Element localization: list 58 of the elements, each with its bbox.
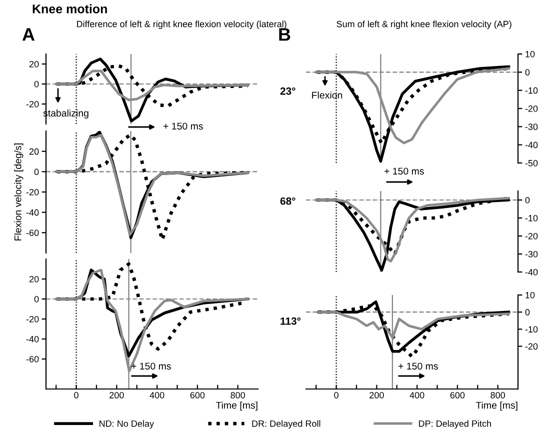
x-axis-title: Time [ms]	[476, 402, 518, 411]
annotation: + 150 ms	[163, 122, 203, 130]
y-tick-label: -20	[26, 100, 39, 108]
y-tick-label: 10	[526, 50, 535, 58]
y-tick-label: -20	[26, 316, 39, 322]
annotation: Flexion	[312, 91, 342, 99]
y-tick-label: -20	[26, 188, 39, 196]
chart-title: Difference of left & right knee flexion velocity (lateral)	[77, 20, 286, 29]
x-tick-label: 800	[490, 392, 505, 398]
y-axis-title: Flexion velocity [deg/s]	[14, 144, 24, 240]
y-tick-label: -30	[525, 124, 538, 130]
x-tick-label: 600	[190, 392, 205, 398]
text: + 150 ms	[384, 168, 424, 175]
y-tick-label: 0	[525, 196, 530, 204]
x-tick-label: 800	[230, 392, 245, 398]
text: 113°	[280, 317, 301, 325]
y-tick-label: -20	[525, 105, 538, 112]
text: A	[22, 28, 35, 41]
y-tick-label: 0	[34, 296, 39, 302]
y-tick-label: 0	[525, 309, 530, 316]
y-tick-label: -10	[525, 87, 538, 94]
y-tick-label: 20	[29, 60, 39, 68]
y-tick-label: -40	[26, 336, 39, 342]
annotation: + 150 ms	[131, 362, 171, 370]
chart-title: Sum of left & right knee flexion velocity (AP)	[336, 20, 512, 29]
y-tick-label: -10	[525, 326, 538, 333]
text: 23°	[280, 87, 296, 95]
y-tick-label: -20	[525, 343, 538, 350]
y-tick-label: -40	[26, 209, 39, 216]
y-tick-label: -30	[525, 250, 538, 258]
y-tick-label: -60	[26, 230, 39, 236]
y-tick-label: 10	[526, 292, 535, 298]
y-tick-label: -20	[525, 232, 538, 240]
x-tick-label: 0	[74, 392, 78, 398]
x-tick-label: 600	[450, 392, 465, 398]
y-tick-label: 0	[34, 80, 39, 88]
text: Knee motion	[32, 4, 107, 14]
y-tick-label: -10	[525, 214, 538, 222]
y-tick-label: -40	[525, 142, 538, 148]
x-tick-label: 400	[150, 392, 164, 398]
x-tick-label: 0	[334, 392, 338, 398]
x-tick-label: 200	[110, 392, 124, 398]
legend-label: DP: Delayed Pitch	[418, 420, 491, 429]
y-tick-label: 20	[29, 276, 39, 282]
text: B	[279, 28, 290, 41]
y-tick-label: -40	[525, 268, 538, 276]
x-tick-label: 200	[370, 392, 384, 398]
x-tick-label: 400	[410, 392, 424, 398]
x-axis-title: Time [ms]	[216, 402, 258, 411]
text: 68°	[280, 197, 296, 205]
y-tick-label: 0	[34, 168, 39, 176]
y-tick-label: -50	[525, 160, 538, 166]
y-tick-label: -60	[26, 356, 39, 362]
y-tick-label: 0	[525, 69, 530, 76]
y-tick-label: 20	[29, 148, 39, 155]
annotation: + 150 ms	[398, 362, 438, 370]
legend-label: DR: Delayed Roll	[252, 420, 320, 429]
legend-label: ND: No Delay	[100, 420, 154, 429]
